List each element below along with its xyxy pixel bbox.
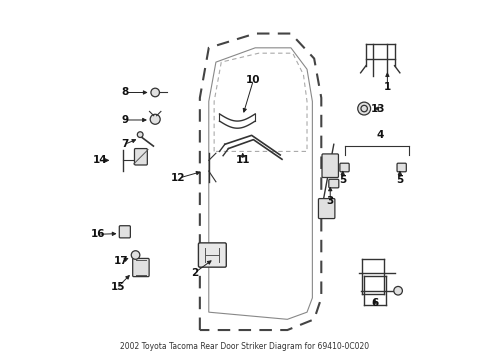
Text: 2: 2 [190,268,198,278]
Text: 12: 12 [171,173,185,183]
Text: 2002 Toyota Tacoma Rear Door Striker Diagram for 69410-0C020: 2002 Toyota Tacoma Rear Door Striker Dia… [120,342,368,351]
FancyBboxPatch shape [328,179,338,188]
Circle shape [137,132,143,138]
Circle shape [151,88,159,97]
Circle shape [360,105,366,112]
Text: 3: 3 [326,197,333,206]
Text: 13: 13 [370,104,385,113]
FancyBboxPatch shape [322,154,338,177]
Circle shape [150,114,160,124]
Circle shape [357,102,370,115]
Text: 4: 4 [376,130,383,140]
Text: 5: 5 [338,175,346,185]
FancyBboxPatch shape [339,163,348,172]
Text: 1: 1 [383,82,390,92]
Text: 15: 15 [110,282,124,292]
Circle shape [131,251,140,259]
Text: 14: 14 [92,156,107,165]
Text: 7: 7 [121,139,128,149]
FancyBboxPatch shape [119,226,130,238]
Text: 10: 10 [245,75,260,85]
Circle shape [393,287,402,295]
Text: 8: 8 [121,87,128,98]
FancyBboxPatch shape [134,149,147,165]
FancyBboxPatch shape [198,243,226,267]
Text: 9: 9 [121,115,128,125]
FancyBboxPatch shape [396,163,406,172]
Text: 5: 5 [395,175,403,185]
FancyBboxPatch shape [132,258,149,276]
Text: 11: 11 [235,156,249,165]
FancyBboxPatch shape [318,199,334,219]
Text: 16: 16 [91,229,105,239]
Text: 6: 6 [370,298,378,308]
Text: 17: 17 [114,256,128,266]
